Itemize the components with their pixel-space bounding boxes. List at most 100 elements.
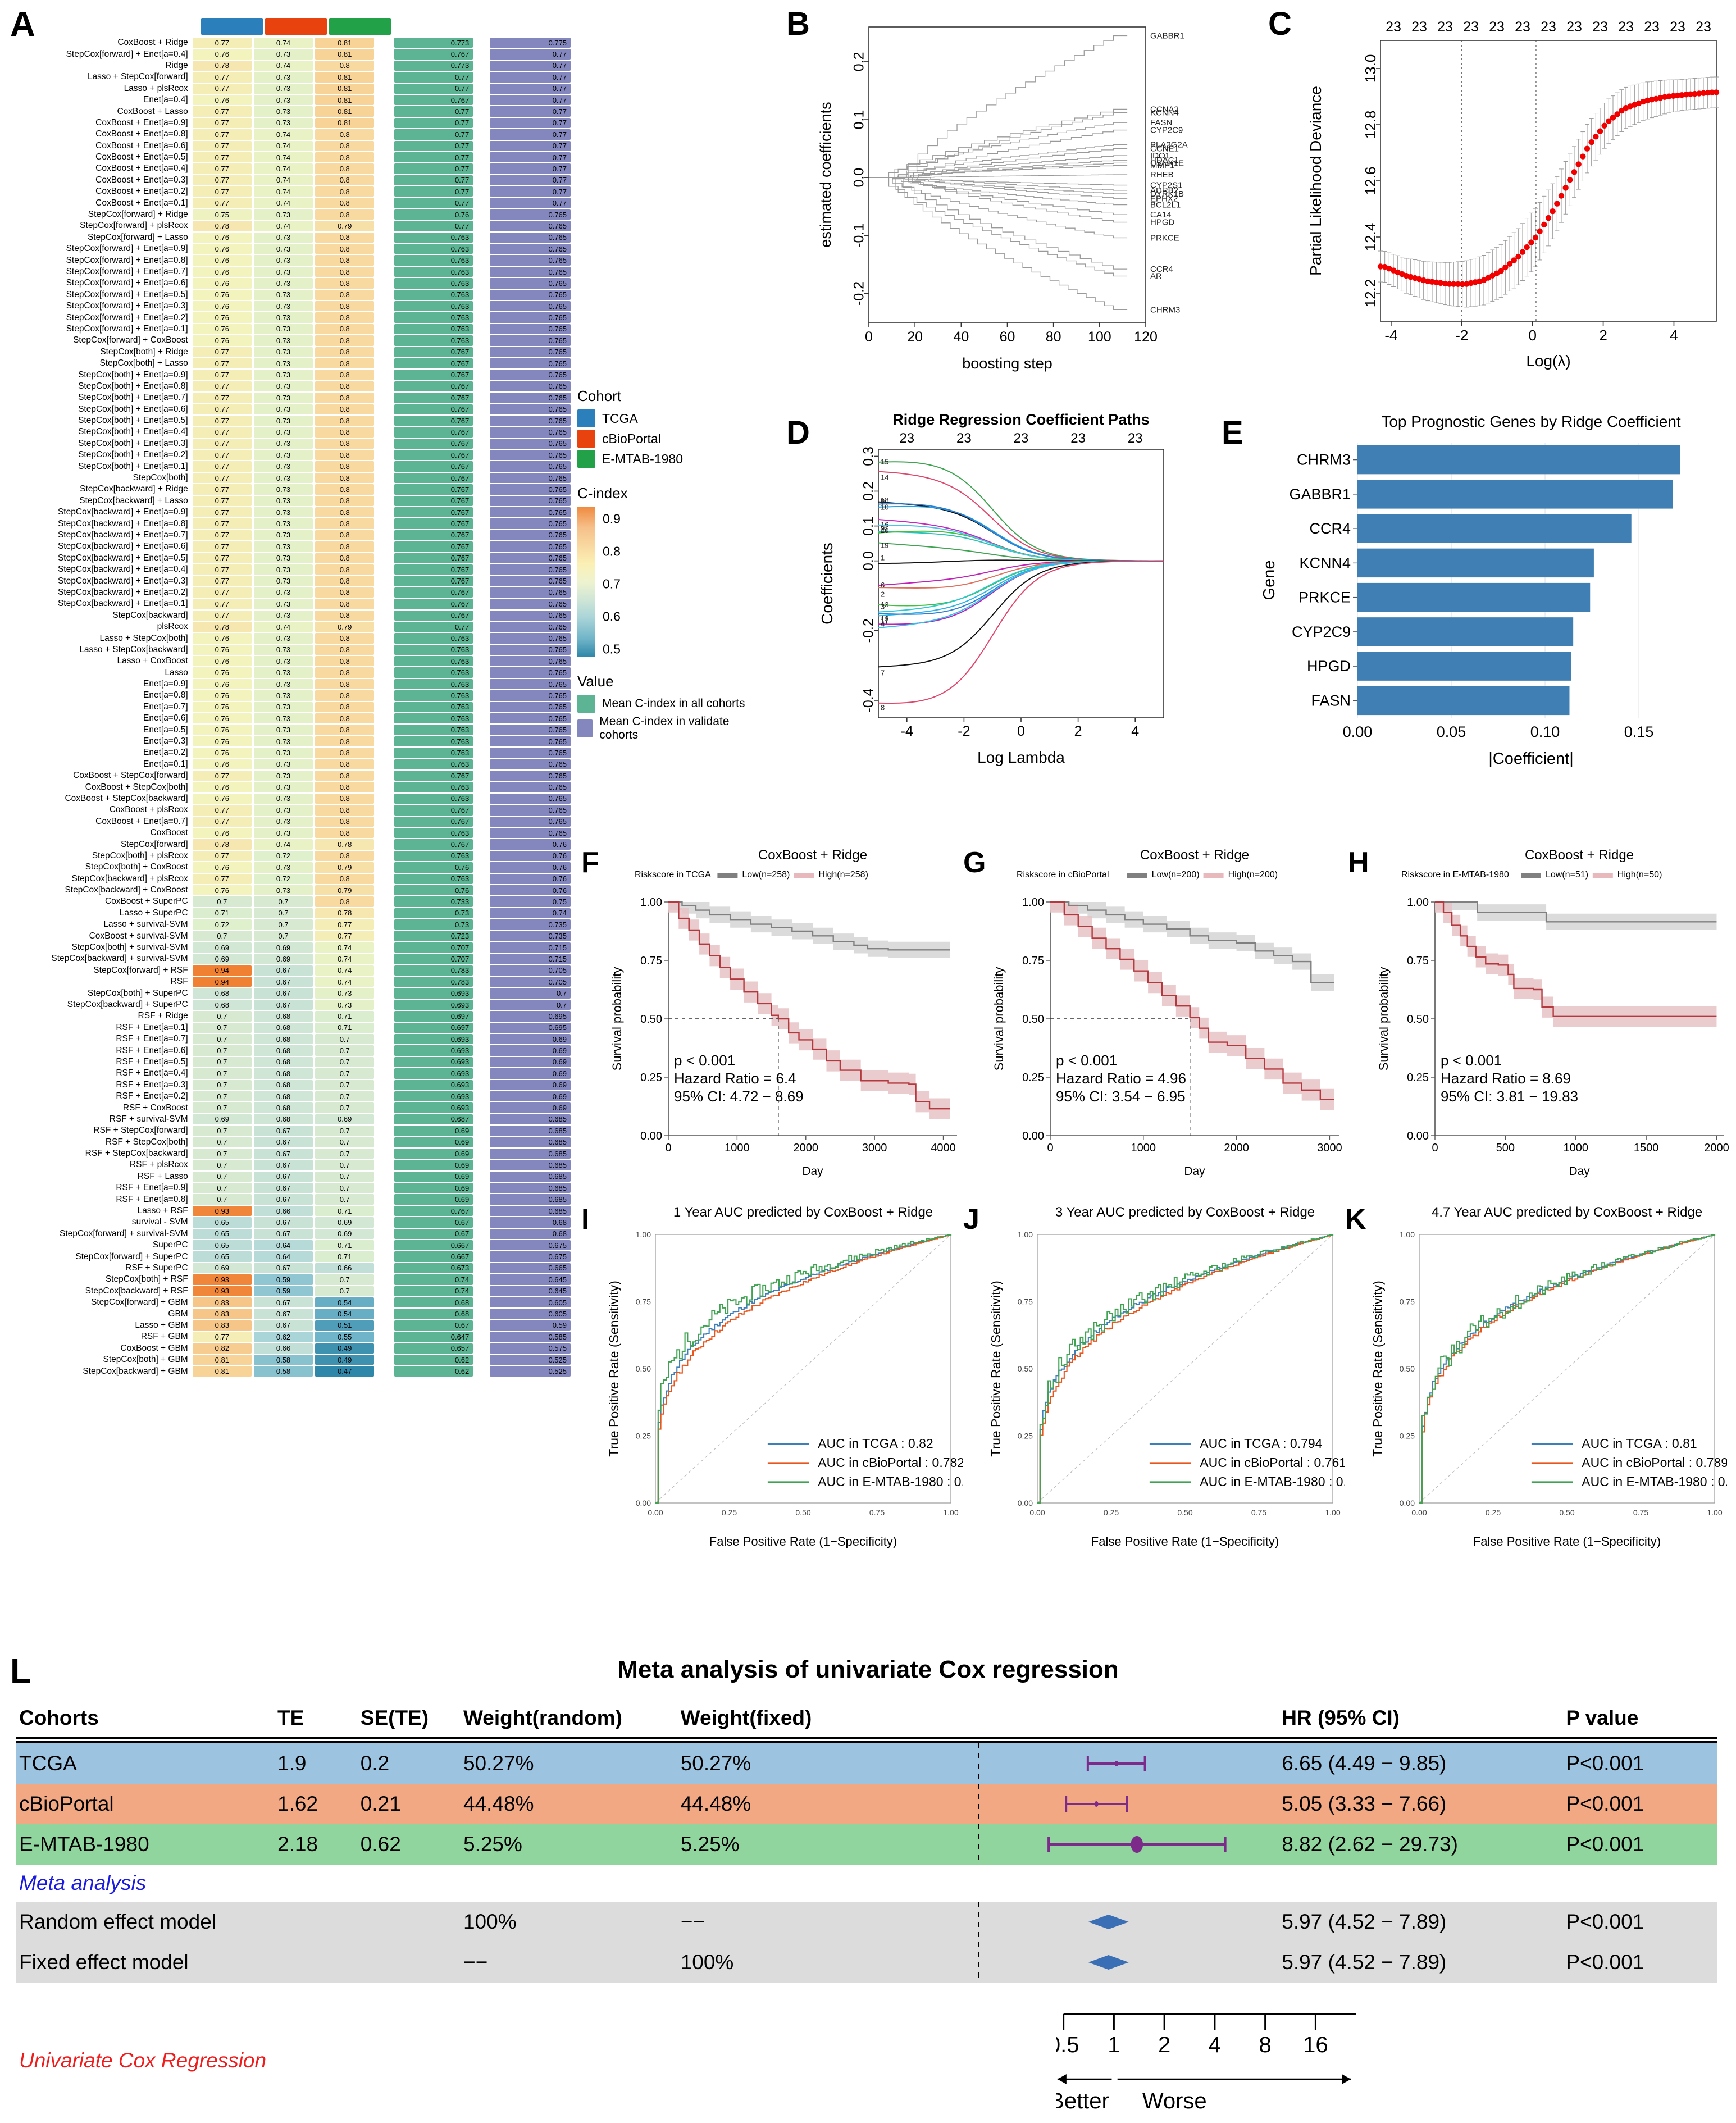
- mean-all-cohorts-cell: 0.773: [394, 60, 473, 71]
- cindex-cell: 0.77: [192, 599, 252, 609]
- cindex-cell: 0.73: [253, 518, 313, 529]
- svg-text:20: 20: [907, 329, 923, 345]
- forest-plot-cell: [921, 1902, 1279, 1942]
- cindex-cell: 0.73: [253, 278, 313, 289]
- svg-text:4: 4: [1670, 327, 1678, 344]
- table-row: StepCox[forward] + survival-SVM 0.65 0.67 0…: [0, 1228, 573, 1240]
- table-row: RSF + Enet[a=0.6] 0.7 0.68 0.7 0.693 0.69: [0, 1045, 573, 1056]
- table-row: Lasso + StepCox[both] 0.76 0.73 0.8 0.763 0.7…: [0, 632, 573, 644]
- svg-text:0.1: 0.1: [851, 110, 867, 130]
- cindex-cell: 0.81: [315, 38, 375, 48]
- cindex-cell: 0.8: [315, 312, 375, 323]
- cindex-cell: 0.73: [253, 576, 313, 586]
- table-cell: 1.9: [274, 1742, 357, 1784]
- table-row: StepCox[forward] + plsRcox 0.78 0.74 0.79 0.…: [0, 220, 573, 231]
- cindex-cell: 0.77: [192, 610, 252, 621]
- mean-all-cohorts-cell: 0.763: [394, 232, 473, 243]
- forest-plot-cell: [921, 1784, 1279, 1824]
- cindex-cell: 0.8: [315, 530, 375, 541]
- cindex-cell: 0.74: [315, 965, 375, 976]
- cindex-cell: 0.8: [315, 541, 375, 552]
- cindex-cell: 0.77: [192, 83, 252, 94]
- model-name: StepCox[both] + Enet[a=0.7]: [78, 393, 188, 403]
- cindex-cell: 0.77: [192, 358, 252, 369]
- table-row: RSF 0.94 0.67 0.74 0.783 0.705: [0, 976, 573, 987]
- cindex-cell: 0.7: [253, 919, 313, 930]
- cindex-cell: 0.77: [315, 931, 375, 941]
- cindex-cell: 0.8: [315, 599, 375, 609]
- model-name: StepCox[forward] + GBM: [91, 1297, 188, 1307]
- svg-text:0.00: 0.00: [1400, 1498, 1415, 1507]
- mean-all-cohorts-cell: 0.67: [394, 1228, 473, 1240]
- model-name: StepCox[backward] + Lasso: [79, 495, 188, 505]
- mean-all-cohorts-cell: 0.693: [394, 1056, 473, 1068]
- svg-text:2: 2: [881, 590, 885, 599]
- column-header: Weight(fixed): [680, 1706, 812, 1729]
- cindex-cell: 0.77: [192, 495, 252, 507]
- panel-a-letter: A: [10, 5, 35, 44]
- svg-text:4: 4: [881, 619, 885, 628]
- table-cell: Fixed effect model: [16, 1942, 275, 1983]
- cindex-cell: 0.8: [315, 232, 375, 243]
- cindex-cell: 0.8: [315, 759, 375, 769]
- svg-text:8: 8: [881, 703, 885, 712]
- mean-validate-cohorts-cell: 0.685: [490, 1137, 571, 1147]
- table-cell: P<0.001: [1562, 1942, 1717, 1983]
- svg-text:High(n=50): High(n=50): [1617, 870, 1662, 880]
- svg-text:120: 120: [1134, 329, 1158, 345]
- model-name: Enet[a=0.8]: [143, 690, 188, 700]
- svg-text:0.25: 0.25: [1022, 1072, 1044, 1084]
- panel-i-letter: I: [581, 1203, 590, 1236]
- mean-validate-cohorts-cell: 0.765: [490, 633, 571, 644]
- mean-all-cohorts-cell: 0.693: [394, 1079, 473, 1090]
- cohort-header-tcga: [201, 18, 263, 35]
- table-row: StepCox[forward] + Enet[a=0.4] 0.76 0.73 0.…: [0, 48, 573, 60]
- svg-text:23: 23: [1618, 19, 1634, 35]
- cindex-cell: 0.77: [192, 541, 252, 552]
- mean-validate-cohorts-cell: 0.685: [490, 1194, 571, 1205]
- mean-all-cohorts-cell: 0.707: [394, 942, 473, 953]
- mean-all-cohorts-cell: 0.77: [394, 621, 473, 632]
- svg-text:0.3: 0.3: [861, 447, 877, 466]
- mean-all-cohorts-cell: 0.767: [394, 381, 473, 392]
- svg-text:High(n=258): High(n=258): [818, 870, 868, 880]
- cindex-cell: 0.74: [253, 221, 313, 231]
- legend-cindex-title: C-index: [577, 485, 628, 502]
- forest-plot-cell: [921, 1742, 1279, 1784]
- mean-validate-cohorts-cell: 0.765: [490, 438, 571, 449]
- svg-text:1 Year AUC predicted by CoxBoo: 1 Year AUC predicted by CoxBoost + Ridge: [673, 1205, 933, 1220]
- model-name: StepCox[both]: [133, 473, 188, 483]
- cindex-cell: 0.8: [315, 518, 375, 529]
- table-cell: 50.27%: [459, 1742, 677, 1784]
- model-name: CoxBoost + Enet[a=0.5]: [95, 152, 188, 162]
- model-name: Enet[a=0.5]: [143, 725, 188, 735]
- cindex-cell: 0.76: [192, 656, 252, 667]
- cindex-cell: 0.7: [315, 1126, 375, 1136]
- mean-all-cohorts-cell: 0.767: [394, 484, 473, 495]
- mean-validate-cohorts-cell: 0.765: [490, 587, 571, 598]
- table-row: StepCox[forward] + Enet[a=0.1] 0.76 0.73 0.…: [0, 324, 573, 335]
- mean-validate-cohorts-cell: 0.525: [490, 1366, 571, 1377]
- model-name: RSF: [170, 977, 188, 987]
- svg-text:1.00: 1.00: [1018, 1230, 1033, 1239]
- column-header: TE: [277, 1706, 304, 1729]
- mean-all-cohorts-cell: 0.767: [394, 576, 473, 586]
- svg-text:23: 23: [1128, 431, 1143, 446]
- cindex-cell: 0.73: [253, 564, 313, 575]
- mean-all-cohorts-cell: 0.767: [394, 472, 473, 484]
- model-name: SuperPC: [152, 1240, 188, 1250]
- cindex-cell: 0.68: [253, 1068, 313, 1079]
- cindex-cell: 0.73: [253, 748, 313, 758]
- cindex-cell: 0.76: [192, 644, 252, 655]
- cindex-cell: 0.7: [192, 1022, 252, 1033]
- table-row: StepCox[backward] + Enet[a=0.5] 0.77 0.73 0…: [0, 553, 573, 564]
- cindex-cell: 0.73: [253, 427, 313, 438]
- cindex-cell: 0.73: [253, 667, 313, 678]
- svg-text:CA14: CA14: [1150, 210, 1172, 220]
- table-row: StepCox[backward] + Lasso 0.77 0.73 0.8 0.76…: [0, 495, 573, 507]
- model-name: StepCox[backward] + CoxBoost: [65, 885, 188, 895]
- svg-text:0.50: 0.50: [1018, 1364, 1033, 1373]
- cindex-cell: 0.73: [253, 610, 313, 621]
- legend-item: Mean C-index in all cohorts: [577, 695, 746, 713]
- model-name: StepCox[forward] + Enet[a=0.6]: [66, 278, 188, 288]
